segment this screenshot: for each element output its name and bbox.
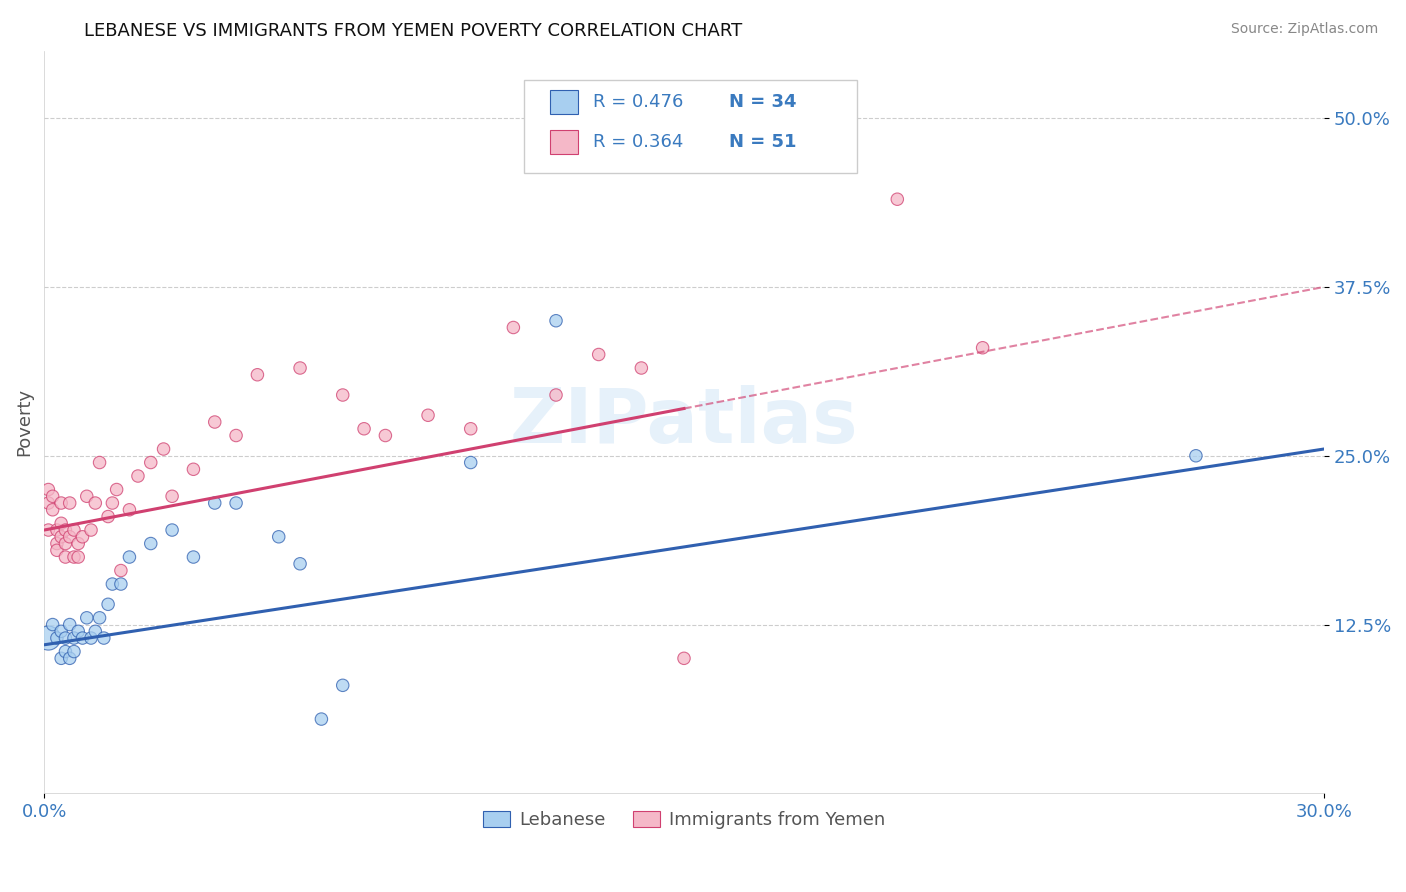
Text: LEBANESE VS IMMIGRANTS FROM YEMEN POVERTY CORRELATION CHART: LEBANESE VS IMMIGRANTS FROM YEMEN POVERT… (84, 22, 742, 40)
Text: Source: ZipAtlas.com: Source: ZipAtlas.com (1230, 22, 1378, 37)
Point (59, 651, 82, 665)
Point (460, 422, 482, 436)
Point (72, 530, 94, 544)
Point (55, 549, 77, 564)
Point (183, 462, 205, 476)
Point (51, 651, 73, 665)
Text: N = 34: N = 34 (728, 93, 796, 111)
Point (63, 644, 86, 658)
Point (89, 456, 111, 470)
Point (37, 496, 59, 510)
Point (51, 624, 73, 639)
Point (225, 428, 247, 442)
Point (41, 503, 63, 517)
Point (886, 192, 908, 206)
Point (1185, 449, 1208, 463)
Point (152, 442, 174, 456)
Point (51, 530, 73, 544)
Legend: Lebanese, Immigrants from Yemen: Lebanese, Immigrants from Yemen (475, 804, 893, 837)
Point (110, 564, 132, 578)
Point (67, 549, 90, 564)
Point (204, 415, 226, 429)
Y-axis label: Poverty: Poverty (15, 388, 32, 456)
Point (588, 347, 610, 361)
Point (72, 631, 94, 645)
Point (267, 530, 290, 544)
Point (76, 489, 98, 503)
Point (139, 456, 162, 470)
FancyBboxPatch shape (524, 80, 856, 173)
Point (51, 516, 73, 531)
Point (55, 523, 77, 537)
Point (55, 631, 77, 645)
Point (59, 530, 82, 544)
Text: N = 51: N = 51 (728, 133, 796, 151)
FancyBboxPatch shape (550, 90, 578, 114)
Point (93, 631, 115, 645)
Point (59, 496, 82, 510)
Point (118, 503, 141, 517)
Point (183, 549, 205, 564)
Point (84, 496, 107, 510)
Point (353, 422, 375, 436)
Point (311, 712, 333, 726)
Point (972, 341, 994, 355)
Point (225, 496, 247, 510)
Point (37, 631, 59, 645)
Point (63, 523, 86, 537)
Point (246, 368, 269, 382)
Point (160, 523, 183, 537)
Point (374, 428, 396, 442)
Point (502, 320, 524, 334)
Point (45, 543, 67, 558)
Point (45, 536, 67, 550)
Point (97, 509, 120, 524)
Point (41, 617, 63, 632)
Point (332, 678, 354, 692)
Point (89, 611, 111, 625)
Point (37, 483, 59, 497)
Point (139, 536, 162, 550)
Point (41, 489, 63, 503)
Point (288, 361, 311, 376)
Point (160, 489, 183, 503)
Point (55, 536, 77, 550)
Point (76, 611, 98, 625)
Point (204, 496, 226, 510)
Text: R = 0.476: R = 0.476 (593, 93, 683, 111)
Point (460, 456, 482, 470)
Point (45, 523, 67, 537)
Point (63, 549, 86, 564)
FancyBboxPatch shape (550, 130, 578, 154)
Point (544, 388, 567, 402)
Point (67, 624, 90, 639)
Point (118, 549, 141, 564)
Point (80, 631, 103, 645)
Point (630, 361, 652, 376)
Point (67, 536, 90, 550)
Point (97, 597, 120, 611)
Point (101, 496, 124, 510)
Point (80, 523, 103, 537)
Point (110, 577, 132, 591)
Point (416, 409, 439, 423)
Point (37, 523, 59, 537)
Point (51, 496, 73, 510)
Text: ZIPatlas: ZIPatlas (510, 385, 858, 459)
Point (544, 314, 567, 328)
Point (332, 388, 354, 402)
Point (101, 577, 124, 591)
Point (127, 469, 149, 483)
Point (55, 644, 77, 658)
Point (63, 631, 86, 645)
Point (672, 651, 695, 665)
Point (84, 624, 107, 639)
Text: R = 0.364: R = 0.364 (593, 133, 683, 151)
Point (105, 483, 128, 497)
Point (59, 617, 82, 632)
Point (45, 631, 67, 645)
Point (288, 557, 311, 571)
